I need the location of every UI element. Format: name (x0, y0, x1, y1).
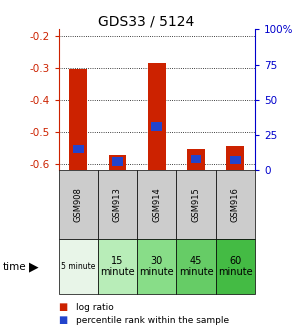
Text: GSM908: GSM908 (74, 187, 83, 222)
Text: ■: ■ (59, 316, 68, 325)
Bar (151, 122, 162, 131)
Text: log ratio: log ratio (76, 303, 114, 312)
Text: GSM913: GSM913 (113, 187, 122, 222)
Text: ▶: ▶ (29, 260, 38, 273)
Bar (73, 145, 84, 153)
Bar (148, 63, 166, 170)
Text: GSM916: GSM916 (231, 187, 240, 222)
Text: time: time (3, 262, 27, 271)
Text: GSM914: GSM914 (152, 187, 161, 222)
Bar (226, 146, 244, 170)
Bar (191, 155, 201, 163)
Text: 15
minute: 15 minute (100, 256, 135, 277)
Text: 45
minute: 45 minute (179, 256, 213, 277)
Bar (112, 157, 123, 166)
Text: 5 minute: 5 minute (61, 262, 96, 271)
Bar (109, 155, 126, 170)
Text: 60
minute: 60 minute (218, 256, 253, 277)
Text: ■: ■ (59, 302, 68, 312)
Bar (230, 156, 241, 164)
Bar (187, 149, 205, 170)
Text: GSM915: GSM915 (192, 187, 200, 222)
Text: percentile rank within the sample: percentile rank within the sample (76, 316, 229, 325)
Text: GDS33 / 5124: GDS33 / 5124 (98, 15, 195, 29)
Text: 30
minute: 30 minute (139, 256, 174, 277)
Bar (69, 69, 87, 170)
